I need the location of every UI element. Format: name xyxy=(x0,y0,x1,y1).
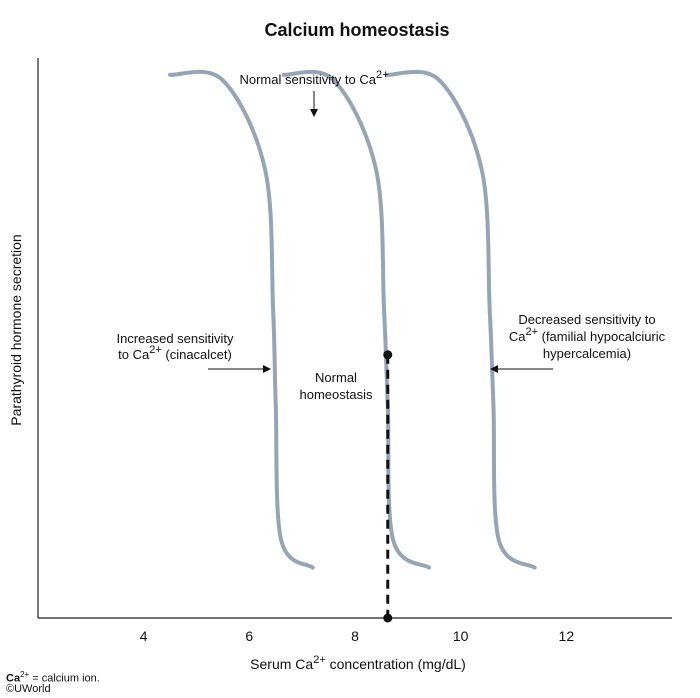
normal-point-marks xyxy=(383,350,393,623)
x-tick-label: 6 xyxy=(245,628,253,644)
svg-text:hypercalcemia): hypercalcemia) xyxy=(543,346,631,361)
x-tick-label: 10 xyxy=(453,628,469,644)
chart-title: Calcium homeostasis xyxy=(264,20,449,40)
svg-text:to Ca2+ (cinacalcet): to Ca2+ (cinacalcet) xyxy=(118,344,232,362)
x-tick-label: 12 xyxy=(559,628,575,644)
x-axis-label: Serum Ca2+ concentration (mg/dL) xyxy=(250,654,466,672)
svg-text:homeostasis: homeostasis xyxy=(300,387,373,402)
footnote-copyright: ©UWorld xyxy=(6,683,51,695)
axis-point xyxy=(383,613,393,623)
annotation-normal-homeostasis: Normal homeostasis xyxy=(300,370,373,402)
svg-text:Normal: Normal xyxy=(315,370,357,385)
svg-text:Decreased sensitivity to: Decreased sensitivity to xyxy=(518,312,655,327)
x-tick-labels: 4 6 8 10 12 xyxy=(140,628,575,644)
x-tick-label: 8 xyxy=(351,628,359,644)
curve-series-2 xyxy=(281,69,431,570)
footnote-abbreviation: Ca2+ = calcium ion. xyxy=(6,670,100,685)
y-axis-label: Parathyroid hormone secretion xyxy=(8,234,24,425)
curves xyxy=(168,69,537,570)
x-tick-label: 4 xyxy=(140,628,148,644)
svg-text:Increased sensitivity: Increased sensitivity xyxy=(116,331,234,346)
annotation-increased-sensitivity: Increased sensitivity to Ca2+ (cinacalce… xyxy=(116,331,234,362)
curve-series-1 xyxy=(168,69,315,570)
normal-homeostasis-point xyxy=(383,350,393,360)
curve-series-3 xyxy=(384,69,537,570)
annotation-normal-sensitivity: Normal sensitivity to Ca2+ xyxy=(239,69,388,87)
annotation-decreased-sensitivity: Decreased sensitivity to Ca2+ (familial … xyxy=(509,312,666,361)
svg-text:Ca2+ (familial hypocalciuric: Ca2+ (familial hypocalciuric xyxy=(509,326,666,344)
